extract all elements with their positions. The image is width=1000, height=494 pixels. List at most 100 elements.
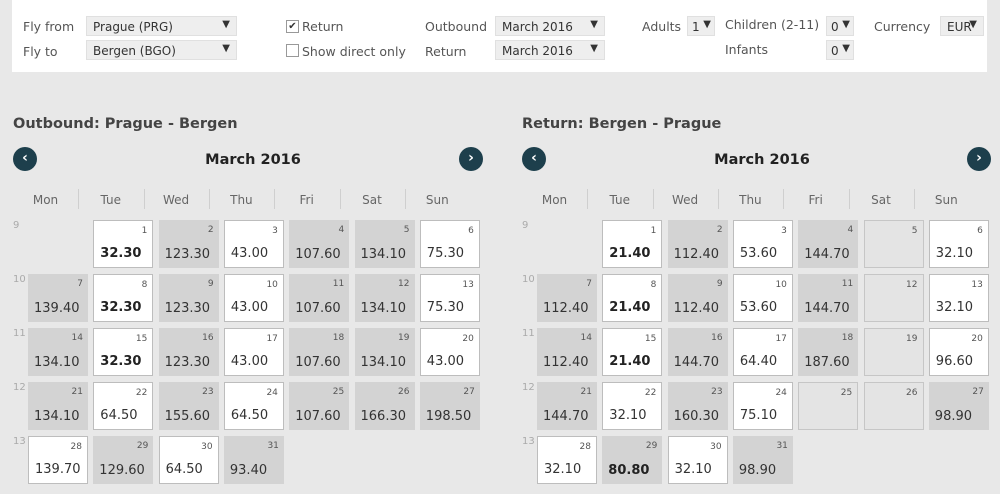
day-cell[interactable]: 31 98.90 [732, 436, 793, 484]
day-cell[interactable]: 15 21.40 [602, 328, 663, 376]
day-cell[interactable]: 12 [863, 274, 924, 322]
infants-select[interactable]: 0 ▼ [826, 40, 854, 60]
day-cell[interactable]: 1 21.40 [602, 220, 663, 268]
day-number: 30 [710, 442, 722, 452]
return-prev-month-button[interactable]: ‹ [522, 147, 546, 171]
day-cell[interactable]: 7 139.40 [28, 274, 88, 322]
day-cell[interactable]: 20 96.60 [928, 328, 989, 376]
day-cell[interactable]: 31 93.40 [223, 436, 284, 484]
day-cell[interactable]: 25 107.60 [289, 382, 350, 430]
return-checkbox-label: Return [302, 19, 344, 34]
chevron-down-icon: ▼ [590, 43, 598, 54]
fly-from-select[interactable]: Prague (PRG) ▼ [86, 16, 237, 36]
day-cell[interactable]: 13 32.10 [928, 274, 989, 322]
day-cell[interactable]: 1 32.30 [93, 220, 154, 268]
day-number: 24 [775, 388, 787, 398]
day-cell[interactable]: 10 43.00 [223, 274, 284, 322]
day-cell[interactable]: 21 134.10 [28, 382, 88, 430]
day-cell[interactable]: 16 123.30 [158, 328, 219, 376]
day-cell[interactable]: 28 139.70 [28, 436, 88, 484]
day-cell[interactable]: 26 [863, 382, 924, 430]
day-cell[interactable]: 2 112.40 [667, 220, 728, 268]
day-cell[interactable]: 18 107.60 [289, 328, 350, 376]
day-cell[interactable]: 24 75.10 [732, 382, 793, 430]
day-price: 80.80 [608, 463, 650, 478]
day-cell[interactable]: 19 134.10 [354, 328, 415, 376]
day-number: 3 [781, 226, 787, 236]
day-number: 7 [586, 279, 592, 289]
day-number: 27 [972, 387, 984, 397]
day-cell[interactable]: 22 64.50 [93, 382, 154, 430]
day-cell[interactable]: 5 [863, 220, 924, 268]
adults-select[interactable]: 1 ▼ [687, 16, 715, 36]
weekday-divider [274, 189, 276, 209]
fly-to-select[interactable]: Bergen (BGO) ▼ [86, 40, 237, 60]
day-cell[interactable]: 29 129.60 [93, 436, 154, 484]
day-cell[interactable]: 27 198.50 [419, 382, 480, 430]
day-cell[interactable]: 26 166.30 [354, 382, 415, 430]
return-next-month-button[interactable]: › [967, 147, 991, 171]
day-price: 21.40 [609, 300, 651, 315]
day-cell[interactable]: 9 112.40 [667, 274, 728, 322]
day-cell[interactable]: 7 112.40 [537, 274, 597, 322]
day-cell[interactable]: 12 134.10 [354, 274, 415, 322]
return-checkbox[interactable]: ✔ [286, 20, 299, 33]
day-cell[interactable]: 22 32.10 [602, 382, 663, 430]
day-cell[interactable]: 8 32.30 [93, 274, 154, 322]
day-number: 4 [338, 225, 345, 235]
adults-value: 1 [692, 20, 700, 34]
day-cell[interactable]: 25 [798, 382, 859, 430]
day-cell[interactable]: 13 75.30 [419, 274, 480, 322]
day-cell[interactable]: 3 43.00 [223, 220, 284, 268]
day-number: 23 [711, 387, 723, 397]
day-cell[interactable]: 14 134.10 [28, 328, 88, 376]
day-cell[interactable]: 14 112.40 [537, 328, 597, 376]
day-cell[interactable]: 29 80.80 [602, 436, 663, 484]
currency-select[interactable]: EUR ▼ [940, 16, 984, 36]
day-cell[interactable]: 23 160.30 [667, 382, 728, 430]
day-cell[interactable]: 4 107.60 [289, 220, 350, 268]
day-cell[interactable]: 4 144.70 [798, 220, 859, 268]
day-cell[interactable]: 11 107.60 [289, 274, 350, 322]
chevron-down-icon: ▼ [703, 19, 711, 30]
day-cell[interactable]: 30 64.50 [158, 436, 219, 484]
day-cell[interactable]: 15 32.30 [93, 328, 154, 376]
day-cell[interactable]: 10 53.60 [732, 274, 793, 322]
day-cell[interactable]: 3 53.60 [732, 220, 793, 268]
day-cell[interactable]: 21 144.70 [537, 382, 597, 430]
weekday-header: Mon [541, 193, 568, 207]
return-month-select[interactable]: March 2016 ▼ [495, 40, 605, 60]
day-cell[interactable]: 19 [863, 328, 924, 376]
day-price: 93.40 [229, 463, 268, 478]
weekday-header: Wed [672, 193, 699, 207]
day-cell[interactable]: 24 64.50 [223, 382, 284, 430]
day-cell[interactable]: 18 187.60 [798, 328, 859, 376]
day-cell[interactable]: 16 144.70 [667, 328, 728, 376]
day-price: 32.10 [935, 246, 974, 261]
direct-only-checkbox[interactable] [286, 44, 299, 57]
day-cell[interactable]: 9 123.30 [158, 274, 219, 322]
day-cell[interactable]: 27 98.90 [928, 382, 989, 430]
day-cell[interactable]: 5 134.10 [354, 220, 415, 268]
outbound-next-month-button[interactable]: › [459, 147, 483, 171]
day-cell[interactable]: 30 32.10 [667, 436, 728, 484]
day-price: 32.30 [100, 246, 142, 261]
day-cell[interactable]: 17 43.00 [223, 328, 284, 376]
outbound-month-select[interactable]: March 2016 ▼ [495, 16, 605, 36]
outbound-prev-month-button[interactable]: ‹ [13, 147, 37, 171]
weekday-header: Tue [100, 193, 122, 207]
day-cell[interactable]: 2 123.30 [158, 220, 219, 268]
day-cell[interactable]: 17 64.40 [732, 328, 793, 376]
day-price: 75.30 [426, 300, 465, 315]
day-cell[interactable]: 6 75.30 [419, 220, 480, 268]
day-cell[interactable]: 23 155.60 [158, 382, 219, 430]
day-cell[interactable]: 6 32.10 [928, 220, 989, 268]
day-price: 134.10 [360, 301, 407, 316]
day-cell[interactable]: 8 21.40 [602, 274, 663, 322]
day-cell[interactable]: 11 144.70 [798, 274, 859, 322]
day-number: 16 [711, 333, 723, 343]
day-cell[interactable]: 28 32.10 [537, 436, 597, 484]
day-price: 75.10 [739, 408, 778, 423]
children-select[interactable]: 0 ▼ [826, 16, 854, 36]
day-cell[interactable]: 20 43.00 [419, 328, 480, 376]
